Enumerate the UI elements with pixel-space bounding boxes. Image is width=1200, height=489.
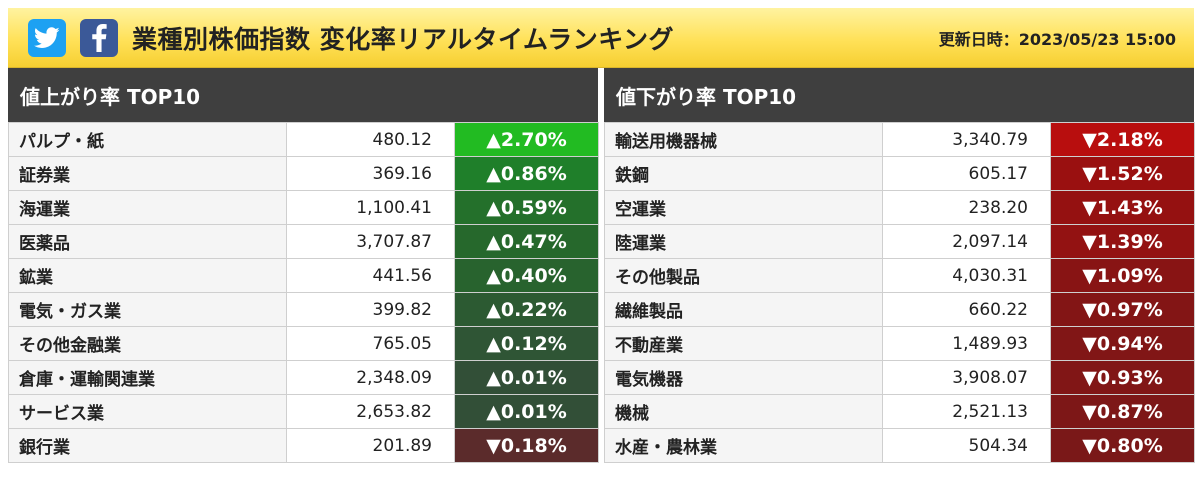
index-value: 3,340.79 (882, 122, 1051, 157)
change-rate: ▼0.97% (1050, 292, 1195, 327)
change-rate: ▲0.86% (454, 156, 599, 191)
table-row[interactable]: 陸運業 2,097.14 ▼1.39% (604, 224, 1195, 259)
index-value: 369.16 (286, 156, 455, 191)
change-rate: ▼0.94% (1050, 326, 1195, 361)
change-rate: ▲2.70% (454, 122, 599, 157)
facebook-icon (92, 23, 107, 52)
index-value: 765.05 (286, 326, 455, 361)
gainers-table: パルプ・紙 480.12 ▲2.70% 証券業 369.16 ▲0.86% 海運業 1,100… (8, 122, 599, 463)
table-row[interactable]: 繊維製品 660.22 ▼0.97% (604, 292, 1195, 327)
table-row[interactable]: パルプ・紙 480.12 ▲2.70% (8, 122, 599, 157)
table-row[interactable]: 海運業 1,100.41 ▲0.59% (8, 190, 599, 225)
table-row[interactable]: 銀行業 201.89 ▼0.18% (8, 428, 599, 463)
table-row[interactable]: 電気・ガス業 399.82 ▲0.22% (8, 292, 599, 327)
sector-name: その他製品 (604, 258, 883, 293)
index-value: 1,100.41 (286, 190, 455, 225)
index-value: 4,030.31 (882, 258, 1051, 293)
table-row[interactable]: 水産・農林業 504.34 ▼0.80% (604, 428, 1195, 463)
sector-name: 電気機器 (604, 360, 883, 395)
index-value: 1,489.93 (882, 326, 1051, 361)
change-rate: ▲0.22% (454, 292, 599, 327)
table-row[interactable]: 鉄鋼 605.17 ▼1.52% (604, 156, 1195, 191)
change-rate: ▲0.01% (454, 360, 599, 395)
sector-name: その他金融業 (8, 326, 287, 361)
index-value: 3,908.07 (882, 360, 1051, 395)
sector-name: 海運業 (8, 190, 287, 225)
table-row[interactable]: 空運業 238.20 ▼1.43% (604, 190, 1195, 225)
table-row[interactable]: 鉱業 441.56 ▲0.40% (8, 258, 599, 293)
index-value: 3,707.87 (286, 224, 455, 259)
change-rate: ▼0.18% (454, 428, 599, 463)
change-rate: ▲0.01% (454, 394, 599, 429)
sector-name: 鉱業 (8, 258, 287, 293)
updated-timestamp: 更新日時：2023/05/23 15:00 (938, 29, 1176, 49)
index-value: 2,653.82 (286, 394, 455, 429)
index-value: 2,097.14 (882, 224, 1051, 259)
change-rate: ▼1.39% (1050, 224, 1195, 259)
gainers-heading: 値上がり率 TOP10 (8, 68, 598, 122)
sector-name: 繊維製品 (604, 292, 883, 327)
table-row[interactable]: 倉庫・運輸関連業 2,348.09 ▲0.01% (8, 360, 599, 395)
index-value: 605.17 (882, 156, 1051, 191)
index-value: 504.34 (882, 428, 1051, 463)
sector-name: 鉄鋼 (604, 156, 883, 191)
table-row[interactable]: 医薬品 3,707.87 ▲0.47% (8, 224, 599, 259)
title-bar: 業種別株価指数 変化率リアルタイムランキング 更新日時：2023/05/23 1… (8, 8, 1194, 68)
table-row[interactable]: 機械 2,521.13 ▼0.87% (604, 394, 1195, 429)
change-rate: ▼1.52% (1050, 156, 1195, 191)
page-title: 業種別株価指数 変化率リアルタイムランキング (132, 24, 674, 54)
gainers-panel: 値上がり率 TOP10 パルプ・紙 480.12 ▲2.70% 証券業 369.16 ▲0… (8, 68, 599, 482)
sector-name: 倉庫・運輸関連業 (8, 360, 287, 395)
index-value: 201.89 (286, 428, 455, 463)
facebook-share-button[interactable] (80, 18, 118, 57)
index-value: 238.20 (882, 190, 1051, 225)
table-row[interactable]: 証券業 369.16 ▲0.86% (8, 156, 599, 191)
sector-name: 機械 (604, 394, 883, 429)
change-rate: ▲0.59% (454, 190, 599, 225)
change-rate: ▼0.80% (1050, 428, 1195, 463)
sector-name: 不動産業 (604, 326, 883, 361)
index-value: 2,348.09 (286, 360, 455, 395)
change-rate: ▲0.12% (454, 326, 599, 361)
sector-name: 証券業 (8, 156, 287, 191)
change-rate: ▼0.87% (1050, 394, 1195, 429)
index-value: 399.82 (286, 292, 455, 327)
index-value: 441.56 (286, 258, 455, 293)
table-row[interactable]: 不動産業 1,489.93 ▼0.94% (604, 326, 1195, 361)
losers-panel: 値下がり率 TOP10 輸送用機器械 3,340.79 ▼2.18% 鉄鋼 605.17… (604, 68, 1195, 482)
index-value: 2,521.13 (882, 394, 1051, 429)
change-rate: ▲0.47% (454, 224, 599, 259)
twitter-icon (34, 26, 60, 48)
sector-name: 電気・ガス業 (8, 292, 287, 327)
sector-name: サービス業 (8, 394, 287, 429)
table-row[interactable]: 輸送用機器械 3,340.79 ▼2.18% (604, 122, 1195, 157)
sector-name: 陸運業 (604, 224, 883, 259)
change-rate: ▼1.43% (1050, 190, 1195, 225)
sector-name: 医薬品 (8, 224, 287, 259)
losers-table: 輸送用機器械 3,340.79 ▼2.18% 鉄鋼 605.17 ▼1.52% 空運業 238… (604, 122, 1195, 463)
change-rate: ▲0.40% (454, 258, 599, 293)
change-rate: ▼1.09% (1050, 258, 1195, 293)
sector-name: 輸送用機器械 (604, 122, 883, 157)
twitter-share-button[interactable] (28, 18, 66, 57)
sector-name: 水産・農林業 (604, 428, 883, 463)
table-row[interactable]: 電気機器 3,908.07 ▼0.93% (604, 360, 1195, 395)
losers-heading: 値下がり率 TOP10 (604, 68, 1194, 122)
table-row[interactable]: その他金融業 765.05 ▲0.12% (8, 326, 599, 361)
sector-name: パルプ・紙 (8, 122, 287, 157)
index-value: 660.22 (882, 292, 1051, 327)
index-value: 480.12 (286, 122, 455, 157)
table-row[interactable]: サービス業 2,653.82 ▲0.01% (8, 394, 599, 429)
change-rate: ▼2.18% (1050, 122, 1195, 157)
sector-name: 空運業 (604, 190, 883, 225)
change-rate: ▼0.93% (1050, 360, 1195, 395)
table-row[interactable]: その他製品 4,030.31 ▼1.09% (604, 258, 1195, 293)
sector-name: 銀行業 (8, 428, 287, 463)
